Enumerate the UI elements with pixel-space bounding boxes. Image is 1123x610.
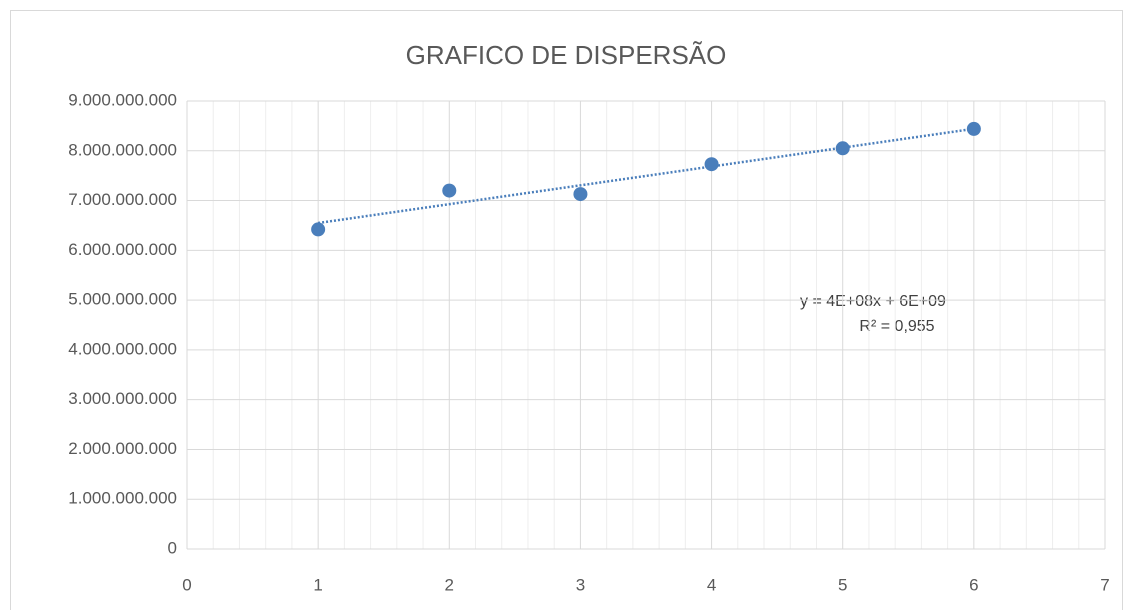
y-tick-label: 0 [168,538,177,557]
y-tick-label: 9.000.000.000 [68,90,177,109]
y-tick-label: 3.000.000.000 [68,389,177,408]
y-tick-label: 2.000.000.000 [68,439,177,458]
x-tick-label: 3 [576,575,585,594]
trend-equation: y = 4E+08x + 6E+09 [800,293,946,310]
point [835,141,850,156]
point [573,187,588,202]
point [311,222,326,237]
x-tick-label: 5 [838,575,847,594]
y-tick-label: 6.000.000.000 [68,240,177,259]
trendline [317,127,975,225]
x-tick-label: 1 [313,575,322,594]
chart-title: GRAFICO DE DISPERSÃO [406,40,727,70]
y-tick-label: 5.000.000.000 [68,290,177,309]
x-tick-label: 7 [1100,575,1109,594]
chart-border [10,10,1123,610]
y-tick-label: 8.000.000.000 [68,140,177,159]
y-tick-label: 1.000.000.000 [68,489,177,508]
y-tick-label: 4.000.000.000 [68,339,177,358]
r-squared: R² = 0,955 [859,318,934,335]
point [704,157,719,172]
point [442,183,457,198]
point [966,121,981,136]
x-tick-label: 0 [182,575,191,594]
y-tick-label: 7.000.000.000 [68,190,177,209]
x-tick-label: 6 [969,575,978,594]
x-tick-label: 4 [707,575,716,594]
x-tick-label: 2 [445,575,454,594]
